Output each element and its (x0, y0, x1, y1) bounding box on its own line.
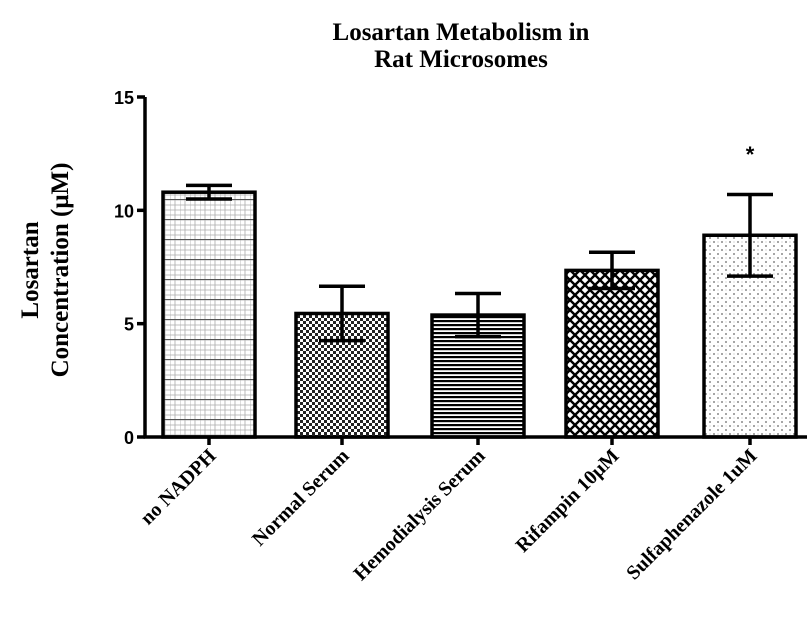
error-bar (455, 291, 501, 339)
error-bar (589, 250, 635, 291)
axes (143, 97, 807, 439)
y-tick-label: 10 (114, 201, 134, 221)
y-ticks: 0 5 10 15 (114, 88, 145, 448)
y-axis-label-line: Concentration (μM) (47, 163, 74, 378)
annotations: * (746, 142, 755, 167)
x-tick-label: Sulfaphenazole 1uM (622, 445, 761, 584)
bar (564, 268, 660, 439)
error-bar (186, 183, 232, 201)
y-tick-label: 15 (114, 88, 134, 108)
x-tick-label: Rifampin 10μM (512, 445, 624, 557)
y-tick-label: 5 (124, 315, 134, 335)
y-tick-label: 0 (124, 428, 134, 448)
bar (161, 190, 257, 439)
chart-title-line: Losartan Metabolism in (333, 19, 590, 46)
significance-marker: * (746, 142, 755, 167)
chart-title-line: Rat Microsomes (374, 46, 548, 73)
error-bar (319, 284, 365, 343)
x-tick-label: Normal Serum (248, 445, 354, 551)
y-axis-label: Losartan Concentration (μM) (17, 163, 74, 378)
x-tick-label: no NADPH (136, 445, 221, 530)
error-bar (727, 192, 773, 278)
y-axis-label-line: Losartan (17, 221, 44, 318)
error-bars (186, 183, 773, 343)
x-tick-label: Hemodialysis Serum (349, 445, 489, 585)
